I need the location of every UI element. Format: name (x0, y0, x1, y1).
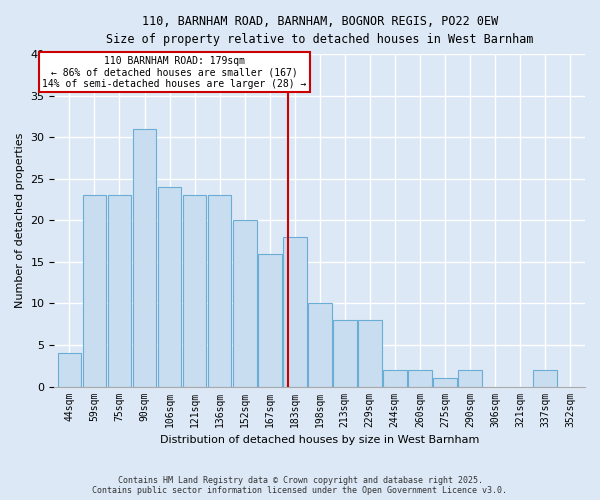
Bar (158, 187, 181, 386)
Bar (182, 196, 206, 386)
Bar (308, 304, 332, 386)
Bar (383, 370, 407, 386)
Text: Contains HM Land Registry data © Crown copyright and database right 2025.
Contai: Contains HM Land Registry data © Crown c… (92, 476, 508, 495)
Bar (208, 196, 232, 386)
Bar (133, 129, 157, 386)
Bar (107, 196, 131, 386)
Bar (58, 354, 82, 386)
Bar (408, 370, 432, 386)
Bar (533, 370, 557, 386)
Bar (458, 370, 482, 386)
X-axis label: Distribution of detached houses by size in West Barnham: Distribution of detached houses by size … (160, 435, 479, 445)
Text: 110 BARNHAM ROAD: 179sqm
← 86% of detached houses are smaller (167)
14% of semi-: 110 BARNHAM ROAD: 179sqm ← 86% of detach… (43, 56, 307, 89)
Bar (358, 320, 382, 386)
Bar (333, 320, 356, 386)
Bar (283, 237, 307, 386)
Bar (83, 196, 106, 386)
Bar (258, 254, 281, 386)
Title: 110, BARNHAM ROAD, BARNHAM, BOGNOR REGIS, PO22 0EW
Size of property relative to : 110, BARNHAM ROAD, BARNHAM, BOGNOR REGIS… (106, 15, 533, 46)
Y-axis label: Number of detached properties: Number of detached properties (15, 132, 25, 308)
Bar (233, 220, 257, 386)
Bar (433, 378, 457, 386)
